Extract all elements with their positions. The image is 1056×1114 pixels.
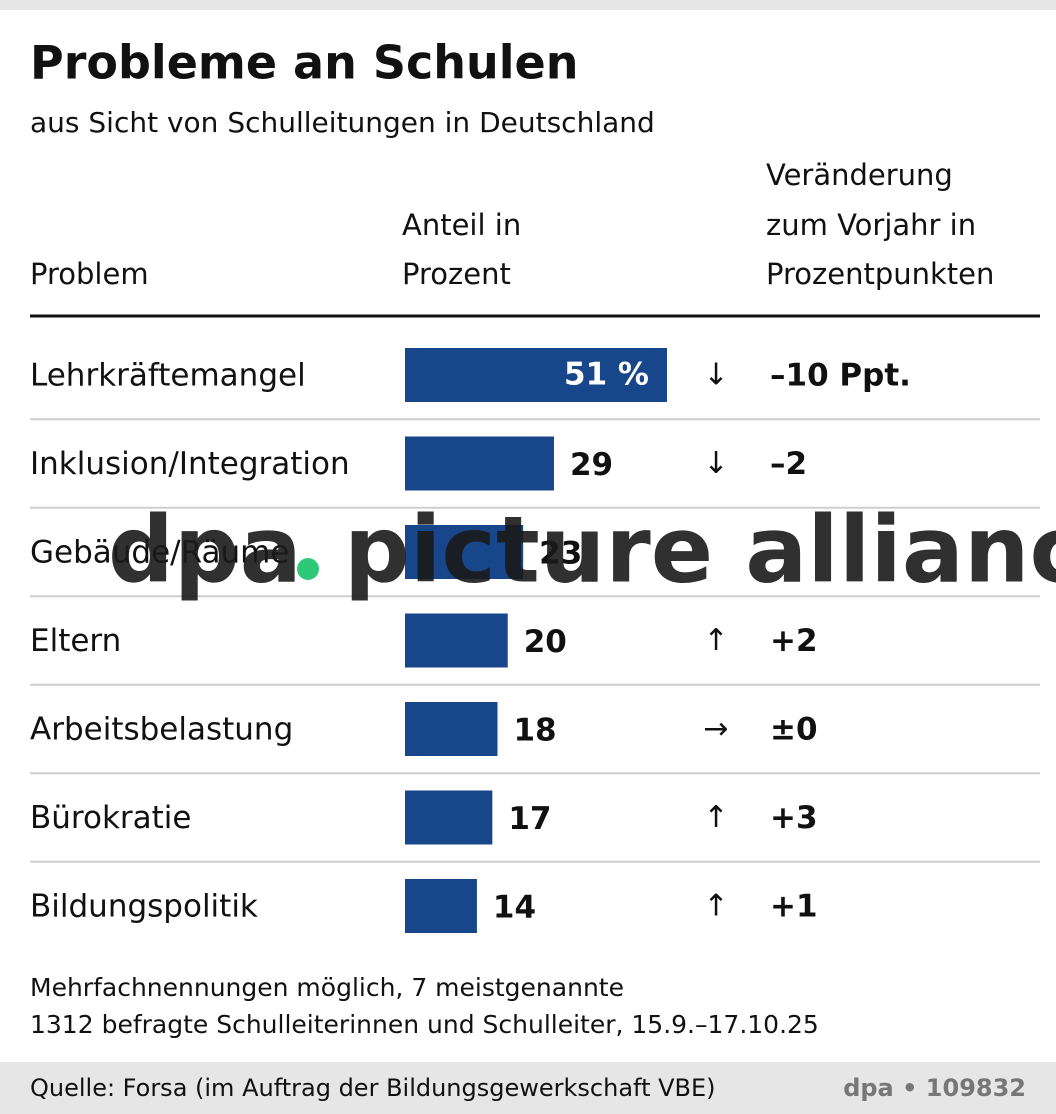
change-arrow: ↓ [703,358,728,393]
change-label: +2 [770,623,818,659]
column-header: Veränderung [766,158,953,192]
credit: dpa • 109832 [843,1074,1026,1102]
value-label: 23 [539,536,582,572]
value-label: 14 [493,890,536,926]
bar [405,790,493,845]
top-stripe [0,0,1056,10]
change-arrow: → [703,712,728,747]
change-arrow: ↑ [703,800,728,835]
column-header: Prozent [402,257,511,291]
note: Mehrfachnennungen möglich, 7 meistgenann… [30,973,624,1002]
change-label: –2 [770,446,807,482]
bar [405,702,498,756]
category-label: Gebäude/Räume [30,535,289,571]
category-label: Eltern [30,623,121,659]
bar [405,525,524,579]
change-label: ±0 [770,712,818,748]
watermark: dpa picture alliance [108,496,1056,603]
category-label: Bürokratie [30,800,191,836]
watermark-text: picture alliance [344,496,1056,603]
note: 1312 befragte Schulleiterinnen und Schul… [30,1010,819,1039]
bar [405,879,477,933]
column-header: Prozentpunkten [766,257,994,291]
value-label: 20 [524,624,567,660]
bar [405,613,508,668]
value-label: 51 % [564,357,649,393]
value-label: 18 [513,713,556,749]
column-header: Anteil in [402,208,521,242]
category-label: Inklusion/Integration [30,446,350,482]
watermark-dot [297,558,319,580]
value-label: 29 [570,447,613,483]
column-header: Problem [30,257,149,291]
change-arrow: ↓ [703,446,728,481]
change-arrow: ↑ [703,623,728,658]
category-label: Lehrkräftemangel [30,358,306,394]
category-label: Arbeitsbelastung [30,712,293,748]
change-arrow: ↑ [703,889,728,924]
change-label: –10 Ppt. [770,358,911,394]
source: Quelle: Forsa (im Auftrag der Bildungsge… [30,1074,716,1102]
value-label: 17 [508,801,551,837]
watermark-text: dpa [108,496,302,603]
change-label: +3 [770,800,818,836]
footer-bar [0,1062,1056,1114]
bar [405,348,667,402]
column-header: zum Vorjahr in [766,208,976,242]
category-label: Bildungspolitik [30,889,258,925]
chart-subtitle: aus Sicht von Schulleitungen in Deutschl… [30,106,655,139]
change-label: +1 [770,889,818,925]
chart-title: Probleme an Schulen [30,36,578,90]
bar [405,436,554,491]
